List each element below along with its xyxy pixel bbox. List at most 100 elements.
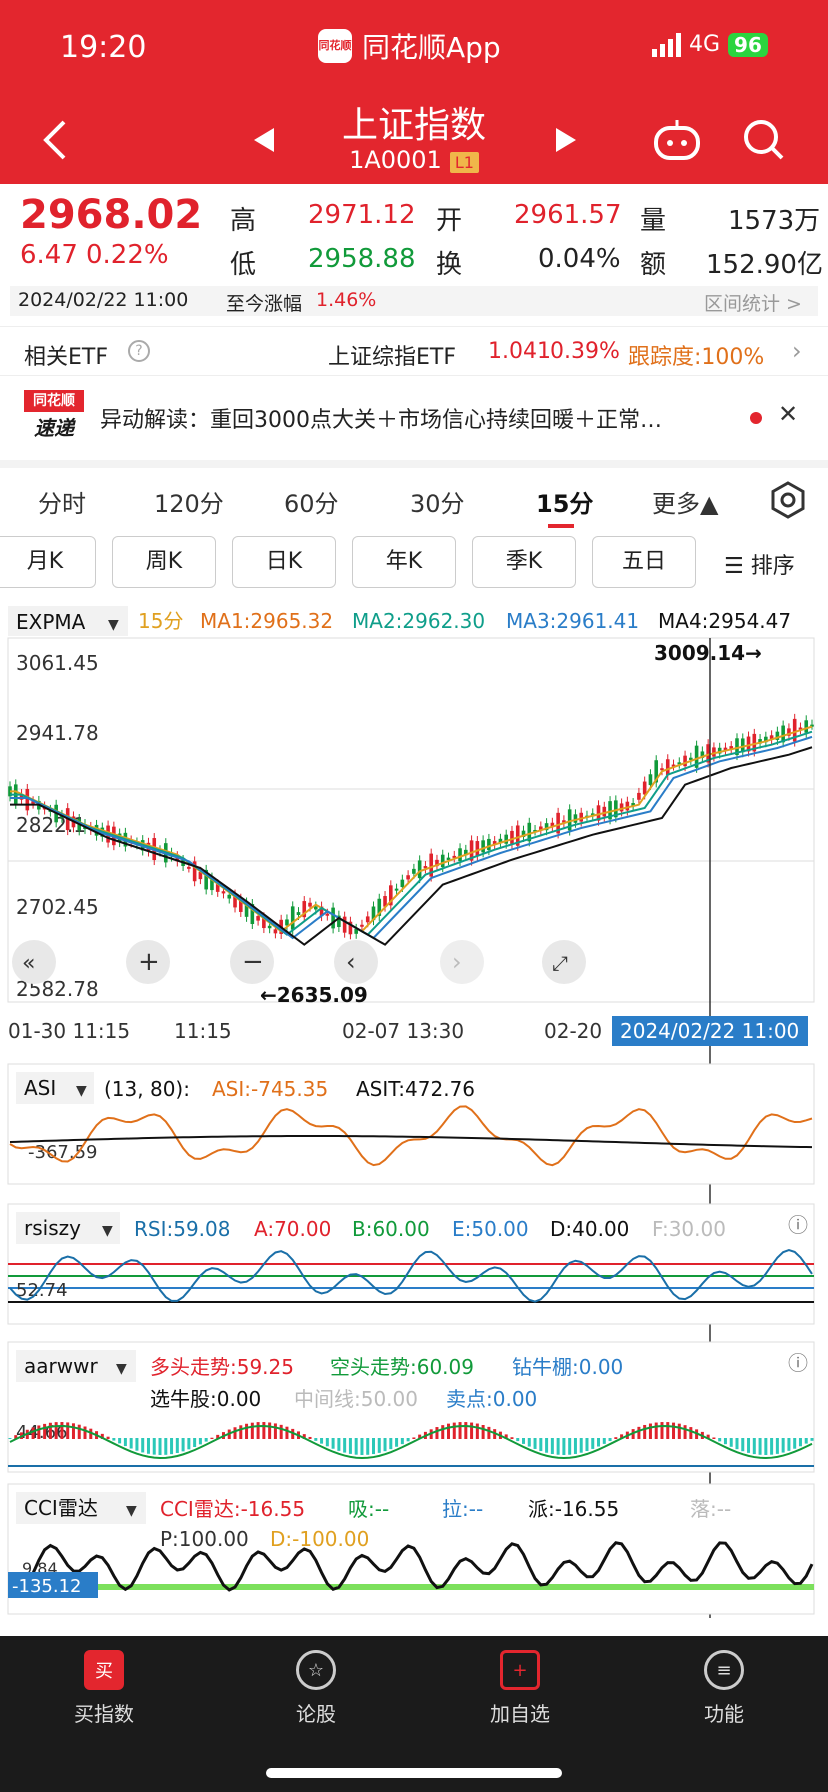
ma1-line [10, 725, 813, 933]
nav-discuss[interactable]: ☆ 论股 [256, 1650, 376, 1727]
indicator-select[interactable] [8, 606, 128, 636]
ktab-year[interactable]: 年K [352, 536, 456, 588]
robot-icon[interactable] [652, 118, 702, 162]
page-title: 上证指数 [341, 105, 486, 146]
chevron-right-icon[interactable]: › [792, 337, 802, 365]
histogram-bar [585, 1438, 589, 1452]
histogram-bar [481, 1425, 485, 1439]
help-icon[interactable]: ? [128, 340, 150, 362]
etf-track: 跟踪度:100% [628, 345, 765, 370]
tab-more[interactable]: 更多▲ [652, 490, 719, 518]
high-value: 2971.12 [308, 200, 416, 230]
brand-top: 同花顺 [24, 390, 84, 412]
y-axis-label: 2702.45 [16, 895, 99, 919]
rsi-value: RSI:59.08 [134, 1217, 230, 1241]
etf-label: 相关ETF [24, 345, 108, 370]
x-axis-label: 02-07 13:30 [342, 1019, 464, 1043]
y-axis-label: 2822.1 [16, 813, 86, 837]
cursor-date-badge [612, 1016, 808, 1046]
zoom-in-button[interactable] [126, 940, 170, 984]
histogram-bar [770, 1438, 774, 1455]
tab-120min[interactable]: 120分 [154, 490, 224, 518]
asi-select[interactable] [16, 1072, 94, 1104]
tab-30min[interactable]: 30分 [410, 490, 465, 518]
back-icon[interactable] [40, 118, 70, 162]
volume-label: 量 [640, 206, 667, 236]
histogram-bar [377, 1438, 381, 1453]
etf-pct: 0.39% [550, 339, 620, 364]
aarwwr-select[interactable] [16, 1350, 136, 1382]
nav-buy-index[interactable]: 买买指数 [44, 1650, 164, 1727]
rewind-button[interactable] [12, 940, 56, 984]
tab-intraday[interactable]: 分时 [38, 490, 86, 518]
ma3-line [10, 735, 813, 940]
histogram-bar [579, 1438, 583, 1453]
prev-index-icon[interactable] [250, 126, 276, 154]
histogram-bar [48, 1422, 52, 1439]
asi-name: ASI [24, 1076, 56, 1100]
histogram-bar [135, 1438, 139, 1451]
ktab-fiveday[interactable]: 五日 [592, 536, 696, 588]
rsi-a-value: A:70.00 [254, 1217, 331, 1241]
histogram-bar [37, 1425, 41, 1439]
help-icon[interactable]: ⓘ [788, 1213, 808, 1237]
stock-code: 1A0001 L1 [0, 146, 828, 174]
sort-button[interactable]: ☰ 排序 [724, 548, 795, 580]
high-label: 高 [230, 206, 257, 236]
nav-add-watchlist[interactable]: + 加自选 [460, 1650, 580, 1727]
amount-label: 额 [640, 250, 667, 280]
tab-60min[interactable]: 60分 [284, 490, 339, 518]
close-icon[interactable]: ✕ [778, 400, 799, 428]
app-title: 同花顺 同花顺App [318, 26, 501, 66]
histogram-bar [712, 1437, 716, 1439]
histogram-bar [273, 1423, 277, 1439]
histogram-bar [158, 1438, 162, 1455]
asit-line [9, 1135, 813, 1149]
histogram-bar [31, 1427, 35, 1439]
fullscreen-button[interactable] [542, 940, 586, 984]
nav-functions[interactable]: ≡ 功能 [664, 1650, 784, 1727]
related-etf-row[interactable]: 相关ETF ? 上证综指ETF 1.041 0.39% 跟踪度:100% › [0, 326, 828, 376]
quote-panel: 2968.02 6.47 0.22% 高 2971.12 开 2961.57 量… [0, 184, 828, 319]
ma2-line [10, 730, 813, 936]
rsi-b-value: B:60.00 [352, 1217, 430, 1241]
tab-15min[interactable]: 15分 [536, 490, 594, 518]
histogram-bar [441, 1425, 445, 1439]
cci-select[interactable] [16, 1492, 146, 1524]
range-stat-link[interactable]: 区间统计 > [704, 293, 802, 315]
histogram-bar [170, 1438, 174, 1455]
ktab-month[interactable]: 月K [0, 536, 96, 588]
scroll-right-button[interactable] [440, 940, 484, 984]
histogram-bar [677, 1423, 681, 1439]
histogram-bar [735, 1438, 739, 1450]
histogram-bar [706, 1434, 710, 1439]
star-icon: ☆ [296, 1650, 336, 1690]
asi-value: ASI:-745.35 [212, 1077, 328, 1101]
zoom-out-button[interactable] [230, 940, 274, 984]
brand-bottom: 速递 [34, 416, 74, 440]
rsi-select[interactable] [16, 1212, 120, 1244]
scroll-left-button[interactable] [334, 940, 378, 984]
histogram-bar [787, 1438, 791, 1451]
help-icon[interactable]: ⓘ [788, 1351, 808, 1375]
price-change: 6.47 [20, 240, 78, 270]
histogram-bar [141, 1438, 145, 1453]
settings-icon[interactable] [768, 480, 808, 520]
histogram-bar [568, 1438, 572, 1455]
histogram-bar [539, 1438, 543, 1452]
ktab-day[interactable]: 日K [232, 536, 336, 588]
histogram-bar [308, 1436, 312, 1439]
code-text: 1A0001 [349, 146, 442, 174]
search-icon[interactable] [742, 118, 786, 162]
histogram-bar [729, 1438, 733, 1447]
histogram-bar [608, 1438, 612, 1442]
asi-panel [7, 1063, 815, 1185]
next-index-icon[interactable] [554, 126, 580, 154]
histogram-bar [447, 1423, 451, 1439]
ktab-week[interactable]: 周K [112, 536, 216, 588]
date-bar: 2024/02/22 11:00 至今涨幅 1.46% 区间统计 > [10, 286, 818, 316]
news-banner[interactable]: 同花顺 速递 异动解读：重回3000点大关＋市场信心持续回暖＋正常… ✕ [0, 380, 828, 456]
app-name: 同花顺App [362, 31, 501, 64]
ktab-quarter[interactable]: 季K [472, 536, 576, 588]
low-label: 低 [230, 250, 257, 280]
